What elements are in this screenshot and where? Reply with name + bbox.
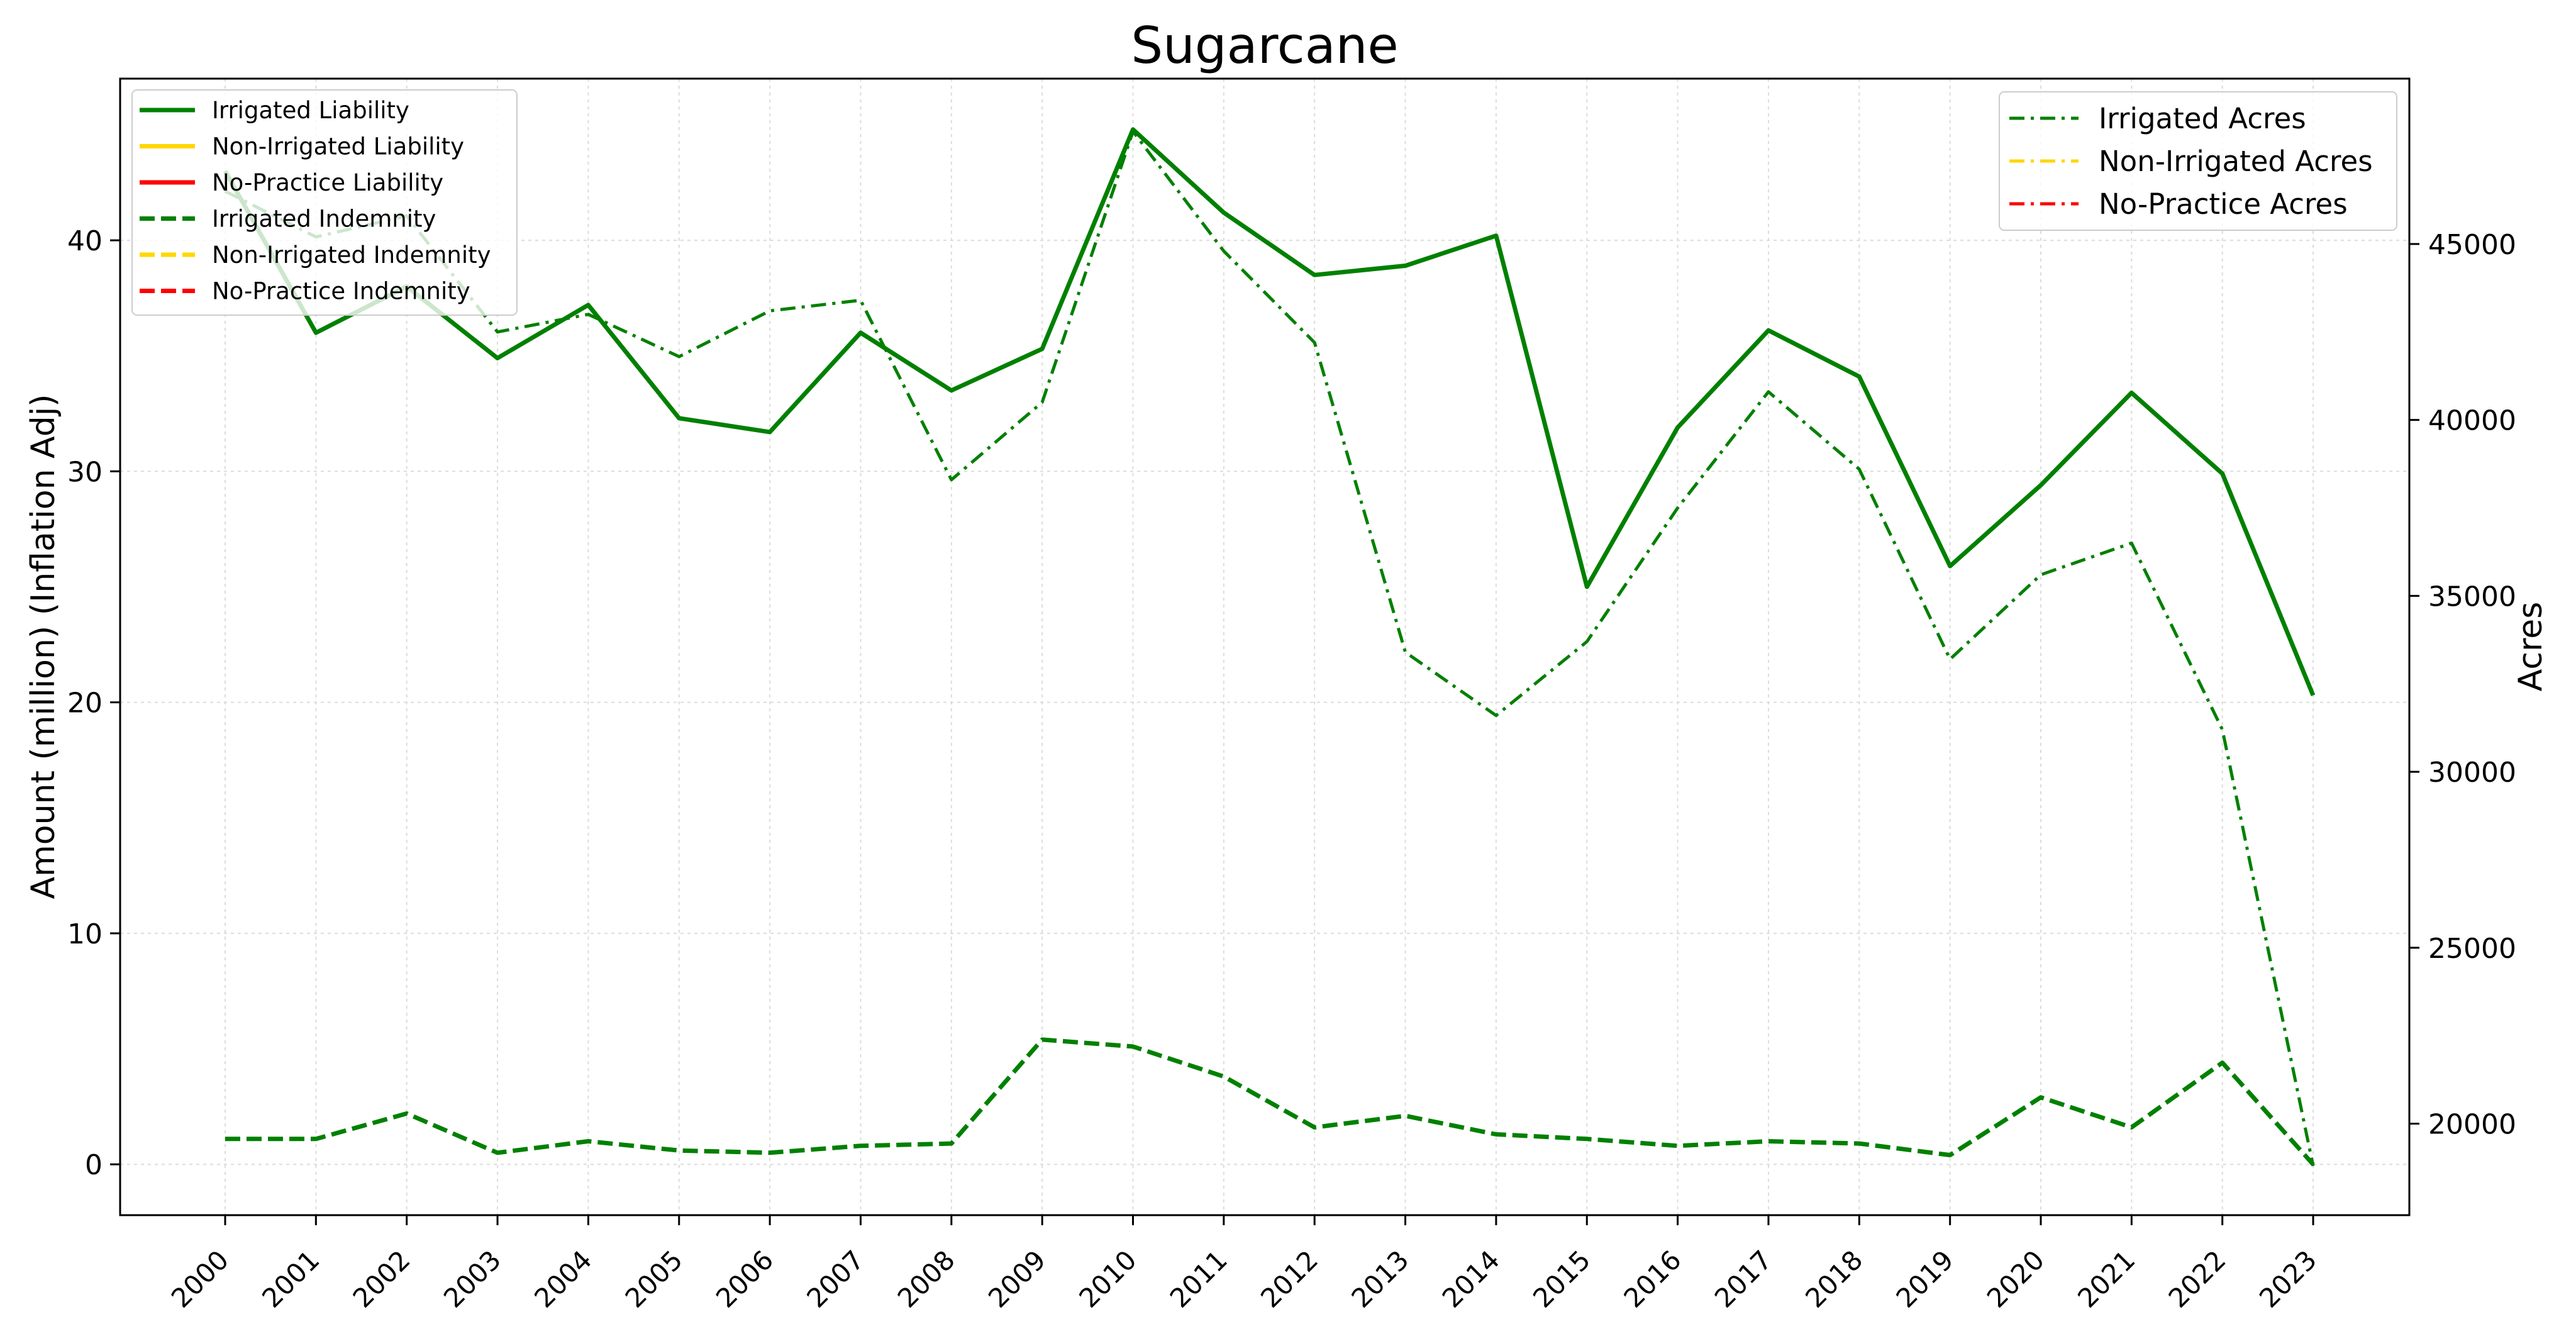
legend-label: Non-Irrigated Liability	[212, 133, 464, 160]
x-tick-label: 2013	[1345, 1244, 1414, 1313]
legend-label: Irrigated Indemnity	[212, 206, 436, 233]
x-tick-label: 2005	[619, 1244, 689, 1313]
y-tick-label: 0	[85, 1149, 103, 1181]
x-tick-label: 2008	[892, 1244, 961, 1313]
x-tick-label: 2022	[2163, 1244, 2232, 1313]
x-tick-label: 2015	[1527, 1244, 1596, 1313]
y-tick-label: 10	[67, 918, 103, 950]
x-tick-label: 2011	[1164, 1244, 1233, 1313]
x-tick-label: 2000	[165, 1244, 235, 1313]
chart-title: Sugarcane	[1131, 16, 1398, 75]
series-layer	[223, 127, 2316, 1167]
x-tick-label: 2021	[2072, 1244, 2141, 1313]
legend-label: Non-Irrigated Acres	[2099, 145, 2373, 178]
legend-label: Irrigated Acres	[2099, 102, 2306, 135]
x-tick-label: 2002	[347, 1244, 416, 1313]
legend-label: No-Practice Indemnity	[212, 278, 470, 305]
axes: 2000 2001 2002 2003 2004 2005 2006 2007 2008 2009…	[67, 225, 2516, 1314]
y-tick-label: 40	[67, 225, 103, 257]
x-tick-label: 2007	[801, 1244, 870, 1313]
x-tick-label: 2006	[710, 1244, 779, 1313]
legend-label: No-Practice Acres	[2099, 187, 2348, 221]
legend-label: Irrigated Liability	[212, 97, 409, 124]
series-line-irrigated-indemnity	[225, 1037, 2315, 1166]
y-tick-label: 20	[67, 687, 103, 720]
y-tick-label: 30	[67, 456, 103, 488]
x-tick-label: 2019	[1890, 1244, 1959, 1313]
x-tick-label: 2020	[1981, 1244, 2050, 1313]
legend-label: No-Practice Liability	[212, 169, 443, 196]
y-axis-label: Amount (million) (Inflation Adj)	[25, 394, 62, 899]
x-tick-label: 2001	[256, 1244, 325, 1313]
plot-frame	[119, 77, 2411, 1216]
x-tick-label: 2014	[1436, 1244, 1506, 1313]
y2-tick-label: 35000	[2428, 581, 2516, 613]
x-tick-label: 2016	[1618, 1244, 1687, 1313]
y2-tick-label: 25000	[2428, 933, 2516, 965]
y2-tick-label: 20000	[2428, 1109, 2516, 1141]
x-tick-label: 2012	[1255, 1244, 1324, 1313]
x-tick-label: 2004	[528, 1244, 597, 1313]
series-line-irrigated-liability	[223, 127, 2316, 696]
x-tick-label: 2018	[1799, 1244, 1868, 1313]
legend-right: Irrigated Acres Non-Irrigated Acres No-Pra…	[1999, 91, 2397, 231]
x-tick-label: 2023	[2253, 1244, 2323, 1313]
y2-tick-label: 45000	[2428, 229, 2516, 261]
y2-axis-label: Acres	[2512, 602, 2550, 692]
x-tick-label: 2009	[982, 1244, 1052, 1313]
legend-label: Non-Irrigated Indemnity	[212, 242, 491, 269]
legend-left: Irrigated Liability Non-Irrigated Liabili…	[131, 89, 518, 316]
legend-left-box	[131, 89, 518, 316]
series-line-irrigated-acres	[224, 130, 2315, 1167]
legend-right-box	[1999, 91, 2397, 231]
x-tick-label: 2017	[1709, 1244, 1778, 1313]
y2-tick-label: 30000	[2428, 757, 2516, 789]
x-tick-label: 2003	[438, 1244, 507, 1313]
grid	[120, 79, 2409, 1215]
y2-tick-label: 40000	[2428, 405, 2516, 437]
x-tick-label: 2010	[1073, 1244, 1142, 1313]
